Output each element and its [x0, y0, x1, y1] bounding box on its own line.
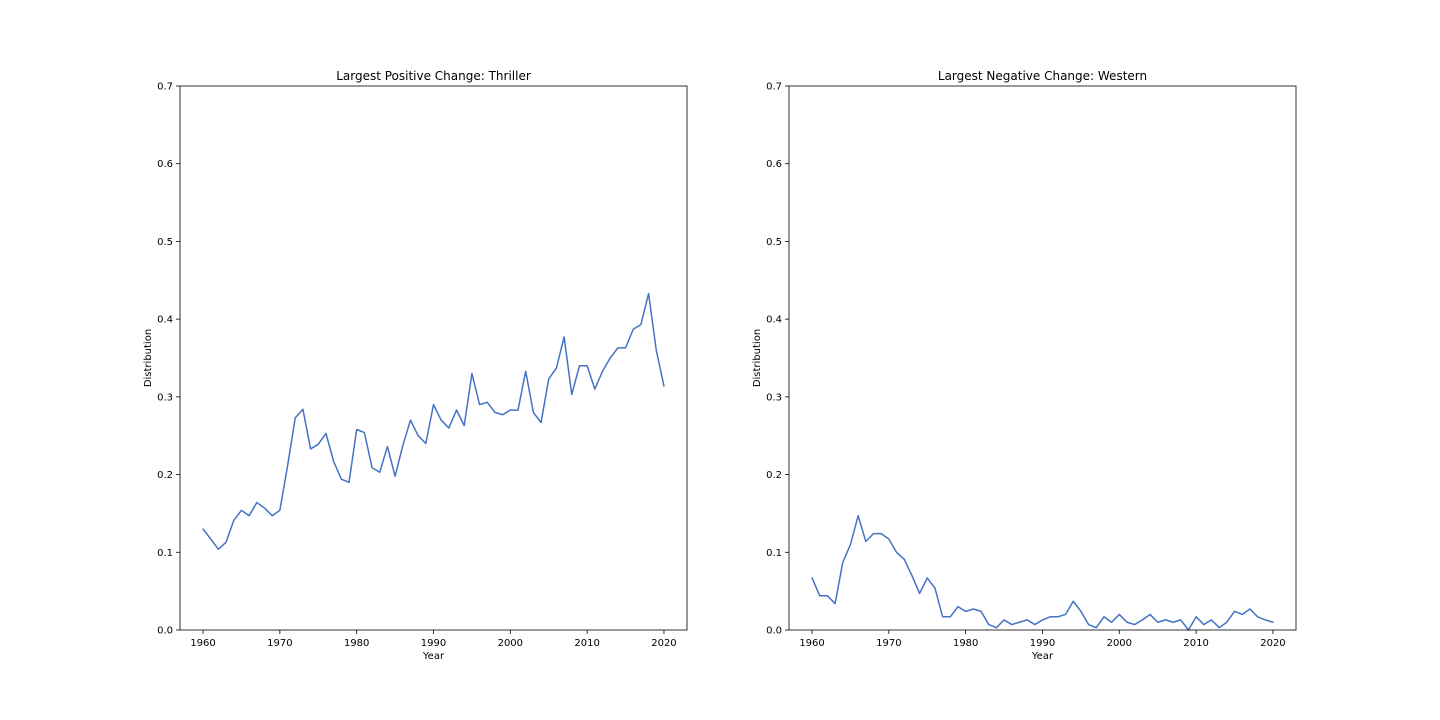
x-tick-label: 2010: [574, 638, 599, 649]
y-tick-label: 0.5: [766, 237, 782, 248]
x-tick-label: 1970: [267, 638, 292, 649]
x-tick-label: 2000: [1107, 638, 1132, 649]
x-tick-label: 1990: [421, 638, 446, 649]
x-tick-label: 2000: [498, 638, 523, 649]
y-tick-label: 0.7: [157, 82, 173, 93]
x-tick-label: 1960: [799, 638, 824, 649]
y-tick-label: 0.4: [157, 315, 173, 326]
y-tick-label: 0.6: [766, 159, 782, 170]
y-tick-label: 0.2: [766, 470, 782, 481]
x-tick-label: 1980: [953, 638, 978, 649]
x-tick-label: 1980: [344, 638, 369, 649]
y-axis-label: Distribution: [143, 329, 154, 387]
plot-area: 1960 1970 1980 1990 2000 2010 2020 0.0 0.1 0.2 0.3…: [766, 82, 1297, 649]
y-tick-label: 0.1: [157, 548, 173, 559]
x-tick-label: 2020: [651, 638, 676, 649]
chart-title: Largest Negative Change: Western: [938, 69, 1147, 83]
series-line: [811, 515, 1274, 631]
x-axis-label: Year: [422, 651, 445, 662]
y-tick-label: 0.0: [157, 626, 173, 637]
y-tick-label: 0.1: [766, 548, 782, 559]
y-tick-label: 0.0: [766, 626, 782, 637]
axes-frame: [788, 85, 1297, 631]
x-tick-label: 2020: [1260, 638, 1285, 649]
series-line: [202, 292, 665, 550]
y-tick-label: 0.3: [766, 392, 782, 403]
y-tick-label: 0.4: [766, 315, 782, 326]
x-tick-label: 1960: [190, 638, 215, 649]
y-tick-label: 0.2: [157, 470, 173, 481]
plot-area: 1960 1970 1980 1990 2000 2010 2020 0.0 0.1 0.2 0.3…: [157, 82, 688, 649]
y-tick-label: 0.6: [157, 159, 173, 170]
y-tick-label: 0.7: [766, 82, 782, 93]
chart-thriller: Largest Positive Change: Thriller Year D…: [143, 69, 688, 662]
chart-western: Largest Negative Change: Western Year Di…: [752, 69, 1297, 662]
x-tick-label: 1990: [1030, 638, 1055, 649]
x-tick-label: 1970: [876, 638, 901, 649]
chart-title: Largest Positive Change: Thriller: [336, 69, 531, 83]
y-tick-label: 0.3: [157, 392, 173, 403]
y-axis-label: Distribution: [752, 329, 763, 387]
x-axis-label: Year: [1031, 651, 1054, 662]
x-tick-label: 2010: [1183, 638, 1208, 649]
y-tick-label: 0.5: [157, 237, 173, 248]
